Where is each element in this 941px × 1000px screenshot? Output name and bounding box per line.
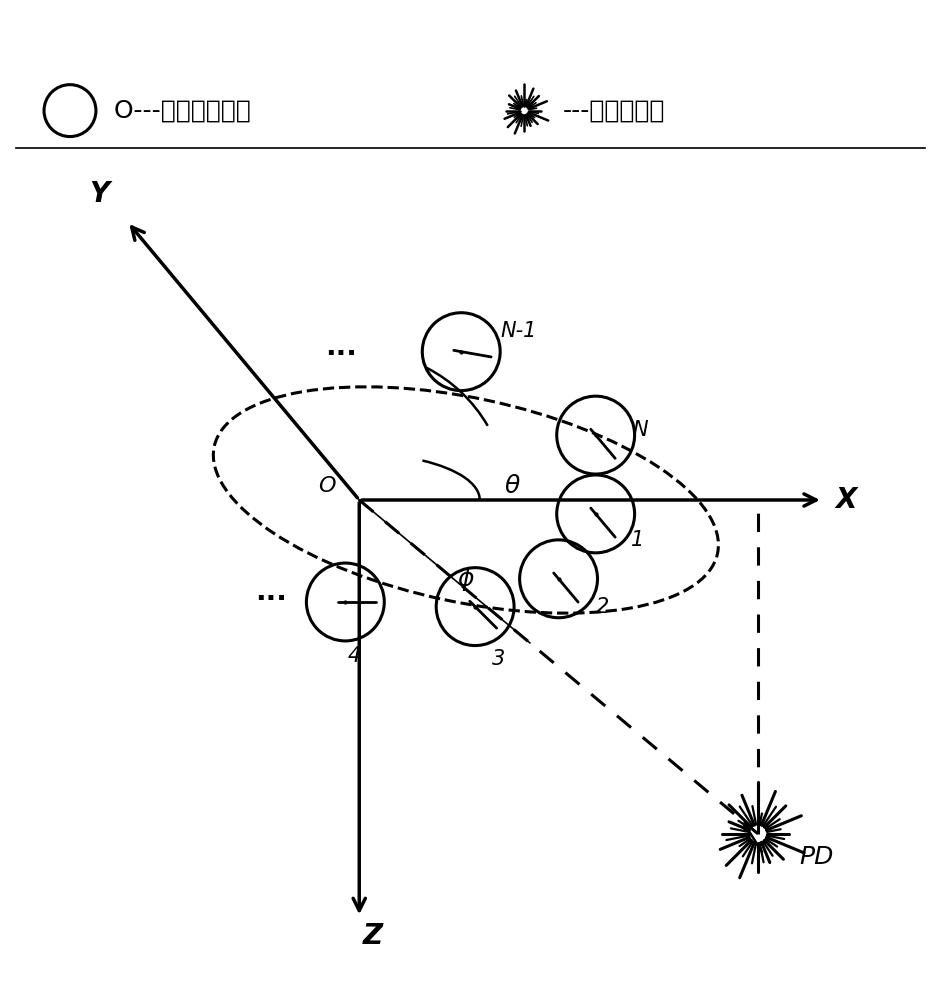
- Text: 2: 2: [596, 597, 609, 617]
- Text: N: N: [632, 420, 648, 440]
- Text: $\phi$: $\phi$: [457, 565, 474, 593]
- Text: ---局部放电源: ---局部放电源: [564, 99, 665, 123]
- Text: 3: 3: [492, 649, 505, 669]
- Text: ···: ···: [325, 340, 357, 368]
- Text: PD: PD: [800, 845, 834, 869]
- Text: O: O: [318, 476, 336, 496]
- Text: 1: 1: [630, 530, 645, 550]
- Text: X: X: [836, 486, 856, 514]
- Text: N-1: N-1: [501, 321, 536, 341]
- Text: Y: Y: [89, 180, 110, 208]
- Text: $\theta$: $\theta$: [503, 474, 520, 498]
- Text: Z: Z: [363, 922, 383, 950]
- Text: 4: 4: [348, 646, 361, 666]
- Text: ···: ···: [255, 585, 287, 613]
- Text: O---特高频阵元，: O---特高频阵元，: [114, 99, 251, 123]
